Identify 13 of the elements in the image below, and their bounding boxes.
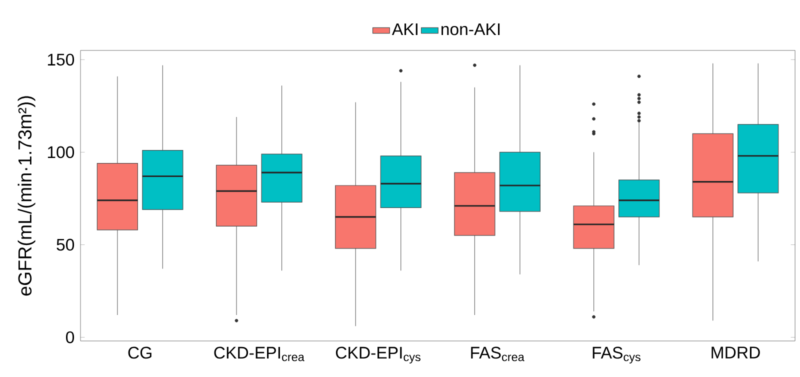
- x-tick-label: CG: [128, 346, 152, 359]
- x-tick-label: FAS$_{crea}$: [471, 346, 524, 362]
- y-tick-label: 150: [48, 54, 74, 66]
- y-axis-title: eGFR(mL/(min·1.73m²)): [18, 96, 36, 296]
- legend-label: non-AKI: [442, 24, 500, 36]
- x-tick-label: CKD-EPI$_{cys}$: [336, 346, 420, 364]
- y-tick-label: 100: [48, 146, 74, 158]
- x-tick-label: CKD-EPI$_{crea}$: [214, 346, 304, 362]
- legend-label: AKI: [392, 24, 418, 36]
- y-tick-label: 50: [56, 239, 74, 251]
- x-tick-label: MDRD: [712, 346, 760, 359]
- y-tick-label: 0: [66, 332, 74, 344]
- x-tick-label: FAS$_{cys}$: [592, 346, 640, 364]
